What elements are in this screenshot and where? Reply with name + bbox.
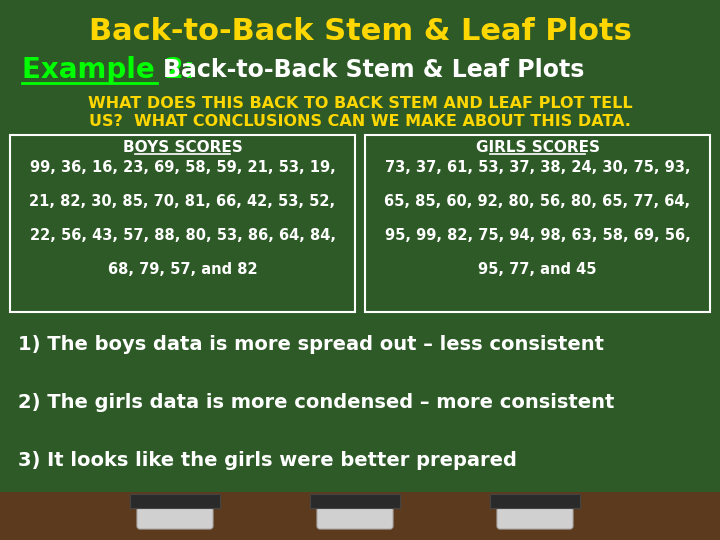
Text: 95, 99, 82, 75, 94, 98, 63, 58, 69, 56,: 95, 99, 82, 75, 94, 98, 63, 58, 69, 56, [384,228,690,244]
Text: 1) The boys data is more spread out – less consistent: 1) The boys data is more spread out – le… [18,334,604,354]
Text: WHAT DOES THIS BACK TO BACK STEM AND LEAF PLOT TELL: WHAT DOES THIS BACK TO BACK STEM AND LEA… [88,97,632,111]
Bar [0,492,720,540]
Text: 99, 36, 16, 23, 69, 58, 59, 21, 53, 19,: 99, 36, 16, 23, 69, 58, 59, 21, 53, 19, [30,160,336,176]
Text: 3) It looks like the girls were better prepared: 3) It looks like the girls were better p… [18,450,517,469]
FancyBboxPatch shape [317,507,393,529]
Bar [310,494,400,508]
Bar [490,494,580,508]
Text: 65, 85, 60, 92, 80, 56, 80, 65, 77, 64,: 65, 85, 60, 92, 80, 56, 80, 65, 77, 64, [384,194,690,210]
Text: 22, 56, 43, 57, 88, 80, 53, 86, 64, 84,: 22, 56, 43, 57, 88, 80, 53, 86, 64, 84, [30,228,336,244]
Text: BOYS SCORES: BOYS SCORES [122,139,243,154]
FancyBboxPatch shape [497,507,573,529]
Text: Back-to-Back Stem & Leaf Plots: Back-to-Back Stem & Leaf Plots [89,17,631,46]
Text: GIRLS SCORES: GIRLS SCORES [475,139,600,154]
Bar [10,135,355,312]
Bar [130,494,220,508]
FancyBboxPatch shape [137,507,213,529]
Text: 68, 79, 57, and 82: 68, 79, 57, and 82 [108,262,257,278]
Text: 21, 82, 30, 85, 70, 81, 66, 42, 53, 52,: 21, 82, 30, 85, 70, 81, 66, 42, 53, 52, [30,194,336,210]
Text: 73, 37, 61, 53, 37, 38, 24, 30, 75, 93,: 73, 37, 61, 53, 37, 38, 24, 30, 75, 93, [384,160,690,176]
Text: 95, 77, and 45: 95, 77, and 45 [478,262,597,278]
Text: 2) The girls data is more condensed – more consistent: 2) The girls data is more condensed – mo… [18,393,614,411]
Bar [365,135,710,312]
Text: Back-to-Back Stem & Leaf Plots: Back-to-Back Stem & Leaf Plots [163,58,585,82]
Text: Example 2:: Example 2: [22,56,195,84]
Text: US?  WHAT CONCLUSIONS CAN WE MAKE ABOUT THIS DATA.: US? WHAT CONCLUSIONS CAN WE MAKE ABOUT T… [89,114,631,130]
